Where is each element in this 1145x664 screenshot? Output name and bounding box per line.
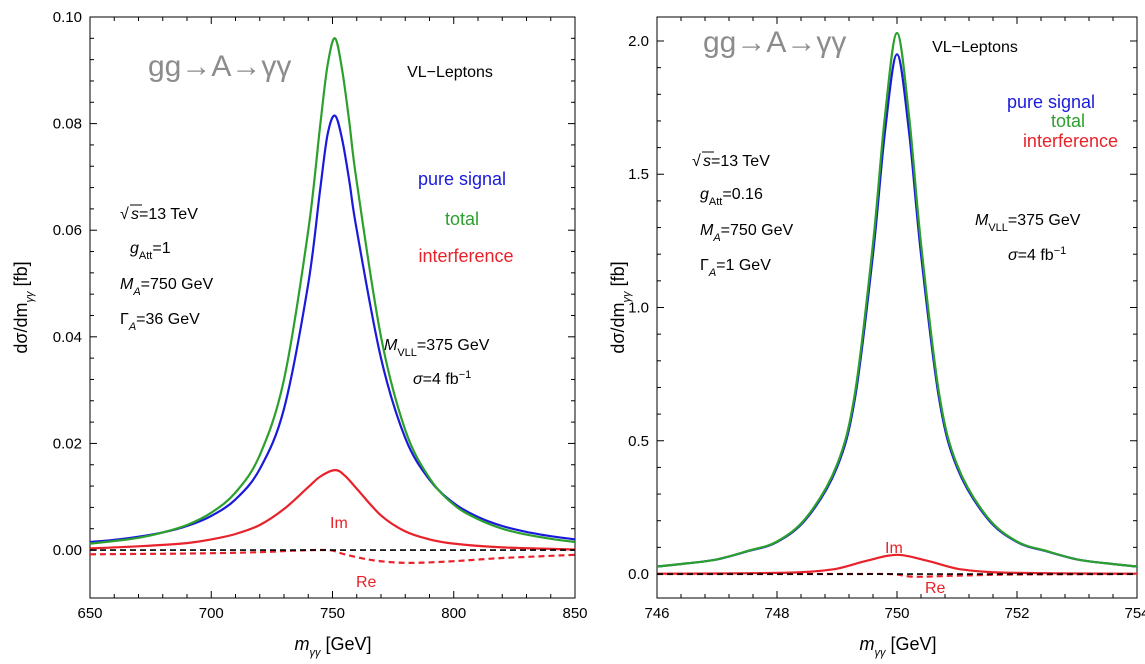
chart-panel-2: 746 748 750 752 754 0.0 0.5 1.0 1.5 2.0 mγγ [GeV] d… [608, 16, 1145, 659]
x-tick-label: 750 [884, 605, 909, 622]
vll-mass-label: MVLL=375 GeV [975, 212, 1081, 234]
legend-entry-total: total [445, 209, 479, 229]
cross-section-label: σ=4 fb−1 [413, 369, 471, 388]
series-interference-im-line [656, 553, 1138, 575]
y-tick-label: 0.0 [628, 566, 649, 583]
legend-entry-total: total [1051, 111, 1085, 131]
legend-entry-interference: interference [418, 246, 513, 266]
svg-text:s=13 TeV: s=13 TeV [131, 206, 198, 223]
x-tick-label: 752 [1004, 605, 1029, 622]
svg-text:√: √ [692, 153, 701, 170]
x-tick-label: 754 [1124, 605, 1145, 622]
x-tick-label: 850 [562, 605, 587, 622]
chart-panel-1: 650 700 750 800 850 0.00 0.02 0.04 0.06 0.08 0.10 m… [11, 9, 588, 659]
width-label: ΓA=36 GeV [120, 311, 200, 333]
y-axis-title: dσ/dmγγ [fb] [11, 261, 36, 353]
x-tick-label: 800 [441, 605, 466, 622]
sqrt-s-label: √ s=13 TeV [692, 151, 770, 170]
series-total-line [89, 37, 576, 545]
x-tick-label: 700 [199, 605, 224, 622]
plot-frame [89, 16, 576, 599]
series-pure-signal-line [89, 114, 576, 544]
legend-entry-interference: interference [1023, 131, 1118, 151]
y-tick-label: 2.0 [628, 33, 649, 50]
cross-section-label: σ=4 fb−1 [1008, 245, 1066, 264]
series-interference-im-line [89, 468, 576, 551]
y-tick-label: 1.0 [628, 300, 649, 317]
y-tick-label: 0.06 [53, 222, 82, 239]
x-tick-label: 746 [644, 605, 669, 622]
coupling-label: gAtt=0.16 [700, 186, 763, 208]
sqrt-s-label: √ s=13 TeV [120, 204, 198, 223]
re-curve-label: Re [925, 580, 946, 597]
re-curve-label: Re [356, 574, 377, 591]
width-label: ΓA=1 GeV [700, 257, 771, 279]
svg-text:s=13 TeV: s=13 TeV [703, 153, 770, 170]
model-label: VL−Leptons [407, 64, 493, 81]
legend-entry-pure-signal: pure signal [418, 169, 506, 189]
x-axis-title: mγγ [GeV] [294, 634, 371, 659]
y-tick-label: 0.04 [53, 329, 82, 346]
process-label: gg→A→γγ [703, 26, 846, 59]
process-label: gg→A→γγ [148, 50, 291, 83]
legend-entry-pure-signal: pure signal [1007, 92, 1095, 112]
mass-label: MA=750 GeV [700, 222, 794, 244]
y-tick-label: 0.08 [53, 116, 82, 133]
im-curve-label: Im [330, 515, 348, 532]
mass-label: MA=750 GeV [120, 276, 214, 298]
x-tick-label: 650 [77, 605, 102, 622]
x-tick-label: 750 [320, 605, 345, 622]
y-tick-label: 0.00 [53, 542, 82, 559]
y-tick-label: 0.02 [53, 435, 82, 452]
series-interference-re-line [89, 548, 576, 564]
vll-mass-label: MVLL=375 GeV [384, 337, 490, 359]
y-tick-label: 0.10 [53, 9, 82, 26]
svg-text:√: √ [120, 206, 129, 223]
x-tick-label: 748 [764, 605, 789, 622]
model-label: VL−Leptons [932, 39, 1018, 56]
y-tick-label: 1.5 [628, 166, 649, 183]
series-total-line [656, 31, 1138, 568]
y-tick-label: 0.5 [628, 433, 649, 450]
im-curve-label: Im [885, 540, 903, 557]
x-axis-title: mγγ [GeV] [859, 634, 936, 659]
y-axis-title: dσ/dmγγ [fb] [608, 261, 633, 353]
coupling-label: gAtt=1 [130, 240, 171, 262]
